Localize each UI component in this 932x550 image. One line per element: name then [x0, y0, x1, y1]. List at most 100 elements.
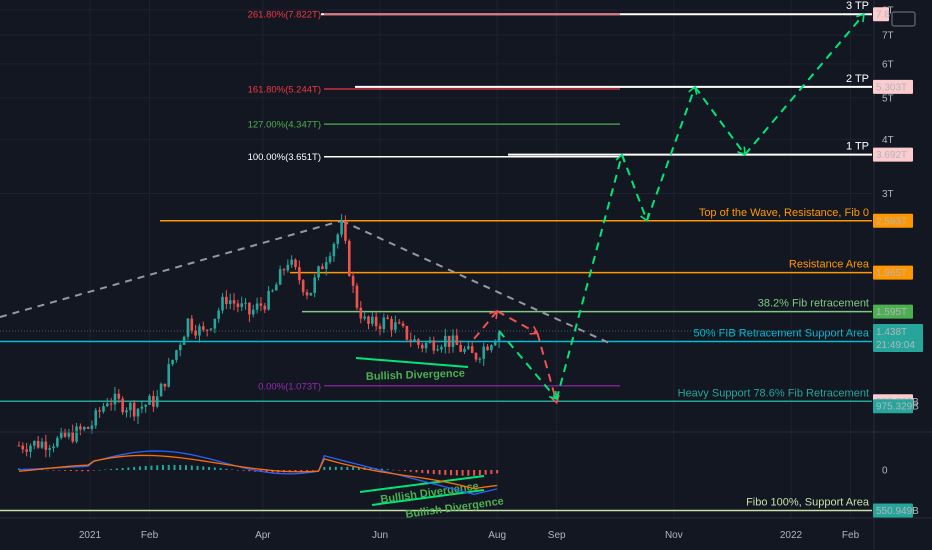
macd-histogram-bar: [69, 470, 72, 471]
y-tick-label: 7T: [882, 30, 894, 41]
macd-histogram-bar: [52, 470, 55, 471]
candle-body: [347, 240, 351, 276]
candle-body: [67, 431, 71, 437]
candle-body: [478, 358, 482, 360]
macd-histogram-bar: [144, 465, 147, 470]
candle-body: [290, 259, 293, 265]
macd-histogram-bar: [392, 469, 395, 471]
candle-body: [386, 317, 389, 319]
macd-histogram-bar: [190, 465, 193, 470]
macd-histogram-bar: [455, 470, 458, 476]
candle-body: [102, 406, 105, 412]
candle-body: [33, 440, 36, 446]
candle-body: [474, 352, 478, 360]
price-tag: [873, 7, 889, 22]
x-tick-label: Feb: [141, 530, 159, 541]
level-label: 50% FIB Retracement Support Area: [694, 327, 870, 339]
candle-body: [332, 243, 336, 257]
candle-body: [340, 221, 343, 235]
candle-body: [109, 403, 113, 405]
projection-segment: [473, 310, 498, 340]
candle-body: [148, 395, 151, 405]
divergence-label-1: Bullish Divergence: [366, 368, 465, 383]
macd-histogram-bar: [242, 470, 245, 471]
macd-histogram-bar: [236, 470, 239, 471]
candle-body: [263, 305, 267, 310]
projection-arrow-bull: [856, 13, 865, 23]
candle-body: [136, 408, 140, 417]
candle-body: [159, 383, 163, 397]
candle-body: [244, 302, 247, 304]
candle-body: [171, 359, 174, 365]
candle-body: [152, 395, 155, 407]
candle-body: [36, 440, 40, 448]
macd-histogram-bar: [467, 470, 470, 476]
candle-body: [182, 336, 186, 345]
candle-body: [417, 339, 420, 345]
projection-segment: [621, 154, 648, 222]
dashed-trend-down: [341, 219, 613, 346]
divergence-line-macd-1: [359, 475, 485, 493]
x-tick-label: Jun: [372, 530, 388, 541]
candle-body: [48, 448, 51, 450]
candle-body: [259, 303, 263, 306]
candle-body: [236, 303, 240, 307]
candle-body: [75, 426, 78, 442]
fib-label: 161.80%(5.244T): [248, 85, 321, 96]
candle-body: [217, 310, 220, 319]
candle-body: [117, 393, 121, 399]
candle-body: [436, 349, 439, 351]
level-label: Resistance Area: [789, 259, 870, 271]
macd-histogram-bar: [87, 470, 90, 472]
projection-segment: [646, 86, 696, 222]
candle-body: [56, 437, 59, 447]
candle-body: [205, 329, 209, 331]
macd-histogram-bar: [473, 470, 476, 476]
fib-label: 127.00%(4.347T): [248, 120, 321, 131]
candle-body: [255, 303, 259, 310]
macd-histogram-bar: [219, 468, 222, 470]
candle-body: [344, 221, 347, 241]
candle-body: [355, 285, 359, 308]
candlesticks: [17, 214, 501, 458]
price-tag: [873, 304, 913, 319]
candle-body: [463, 348, 466, 352]
macd-histogram-bar: [179, 464, 182, 470]
candle-body: [225, 296, 228, 305]
candle-body: [409, 339, 413, 341]
y-tick-label: 5T: [882, 93, 894, 104]
candle-body: [202, 326, 205, 330]
candle-body: [175, 350, 178, 360]
macd-histogram-bar: [110, 469, 113, 470]
macd-histogram-bar: [334, 466, 337, 470]
macd-histogram-bar: [115, 468, 118, 470]
macd-histogram-bar: [173, 464, 176, 470]
candle-body: [140, 406, 144, 409]
candle-body: [371, 316, 374, 324]
trend-lines: [0, 219, 872, 346]
projection-segment: [536, 333, 558, 404]
x-tick-label: Feb: [842, 530, 860, 541]
time-axis[interactable]: 2021 Feb Apr Jun Aug Sep Nov 2022 Feb: [0, 517, 932, 541]
projection-arrow-bull: [548, 390, 558, 401]
level-label: 1 TP: [846, 141, 869, 153]
candle-body: [317, 266, 320, 278]
macd-histogram-bar: [490, 470, 493, 475]
candle-body: [21, 445, 25, 450]
macd-histogram-bar: [81, 470, 84, 472]
candle-body: [363, 316, 366, 319]
macd-histogram-bar: [427, 470, 430, 474]
projection-segment: [498, 330, 558, 400]
candle-body: [497, 332, 501, 342]
candle-body: [298, 267, 301, 281]
candle-body: [444, 335, 447, 347]
fib-label: 261.80%(7.822T): [248, 10, 321, 21]
candle-body: [251, 309, 255, 315]
level-label: Top of the Wave, Resistance, Fib 0: [699, 207, 869, 219]
candle-body: [59, 431, 63, 438]
candle-body: [359, 307, 363, 319]
candle-body: [209, 328, 213, 330]
price-tag: [873, 265, 913, 280]
currency-box: [891, 11, 916, 27]
